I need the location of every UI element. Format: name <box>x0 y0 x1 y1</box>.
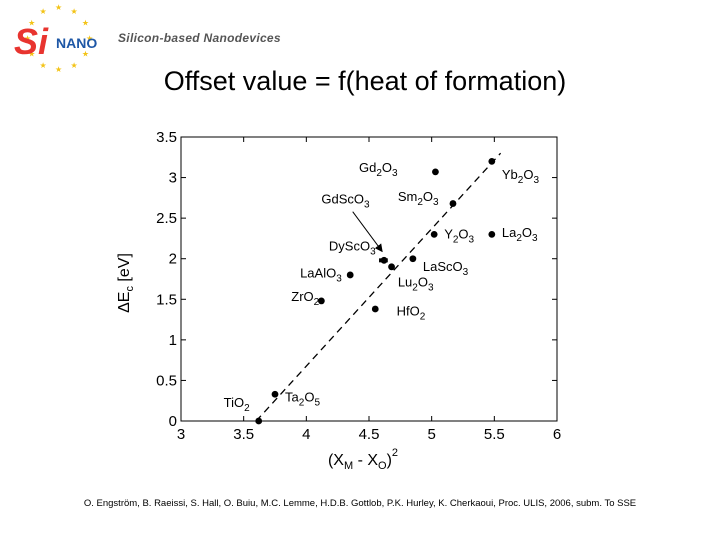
logo-star-icon: ★ <box>82 50 89 59</box>
data-point <box>488 230 496 238</box>
logo-star-icon: ★ <box>55 3 62 12</box>
y-tick-label: 1.5 <box>156 291 177 308</box>
logo-tagline: Silicon-based Nanodevices <box>118 31 281 45</box>
y-tick-label: 1 <box>169 332 177 349</box>
data-point <box>317 297 325 305</box>
data-point <box>432 168 439 176</box>
x-tick-label: 4 <box>302 426 310 443</box>
fit-line <box>255 152 502 422</box>
slide-title: Offset value = f(heat of formation) <box>163 66 567 96</box>
logo-star-icon: ★ <box>24 34 31 43</box>
x-tick-label: 5.5 <box>484 426 505 443</box>
y-tick-label: 2.5 <box>156 210 177 227</box>
point-label: Lu2O3 <box>398 274 434 293</box>
point-label: GdScO3 <box>321 192 370 211</box>
x-tick-label: 6 <box>553 426 561 443</box>
data-point <box>388 263 395 271</box>
logo-star-icon: ★ <box>28 50 35 59</box>
logo-star-icon: ★ <box>71 61 78 70</box>
y-tick-label: 0.5 <box>156 372 177 389</box>
logo-star-icon: ★ <box>40 61 47 70</box>
point-label: Y2O3 <box>444 226 474 245</box>
x-tick-label: 3 <box>177 426 185 443</box>
annotation-arrow <box>352 211 383 253</box>
point-label: La2O3 <box>502 225 538 244</box>
logo-star-icon: ★ <box>55 65 62 74</box>
data-point <box>271 390 279 398</box>
y-axis-label: ΔEc [eV] <box>116 253 136 313</box>
data-point <box>449 200 457 207</box>
y-tick-label: 0 <box>169 413 177 430</box>
point-label: Yb2O3 <box>502 167 540 186</box>
logo-star-icon: ★ <box>28 19 35 28</box>
y-tick-label: 2 <box>169 251 177 268</box>
data-point <box>409 255 417 263</box>
logo-star-icon: ★ <box>82 19 89 28</box>
data-point <box>371 305 379 313</box>
point-label: DyScO3 <box>329 239 376 258</box>
point-label: HfO2 <box>397 304 426 323</box>
point-label: LaAlO3 <box>300 265 342 284</box>
sinano-logo: ★ ★ ★ ★ ★ ★ ★ ★ ★ ★ ★ ★ Si NANO <box>14 3 97 74</box>
point-label: ZrO2 <box>291 289 319 308</box>
data-point <box>346 271 354 279</box>
logo-star-icon: ★ <box>40 7 47 16</box>
citation: O. Engström, B. Raeissi, S. Hall, O. Bui… <box>83 498 637 509</box>
plot-frame <box>180 136 558 422</box>
point-label: Gd2O3 <box>359 160 398 179</box>
logo-star-icon: ★ <box>86 34 93 43</box>
x-tick-label: 4.5 <box>359 426 380 443</box>
point-label: Ta2O5 <box>285 390 320 409</box>
x-axis-label: (XM - XO)2 <box>328 447 398 472</box>
x-tick-label: 5 <box>427 426 435 443</box>
point-label: Sm2O3 <box>398 189 439 208</box>
data-point <box>488 157 496 165</box>
data-point <box>255 417 263 425</box>
point-label: TiO2 <box>224 395 250 414</box>
logo-si: Si <box>14 21 49 62</box>
logo-star-icon: ★ <box>71 7 78 16</box>
logo-nano: NANO <box>56 35 97 51</box>
y-tick-label: 3 <box>169 170 177 187</box>
x-tick-label: 3.5 <box>233 426 254 443</box>
y-tick-label: 3.5 <box>156 129 177 146</box>
star-ring-icon: ★ ★ ★ ★ ★ ★ ★ ★ ★ ★ ★ ★ <box>24 3 93 74</box>
point-label: LaScO3 <box>423 259 469 278</box>
data-point <box>430 230 438 238</box>
